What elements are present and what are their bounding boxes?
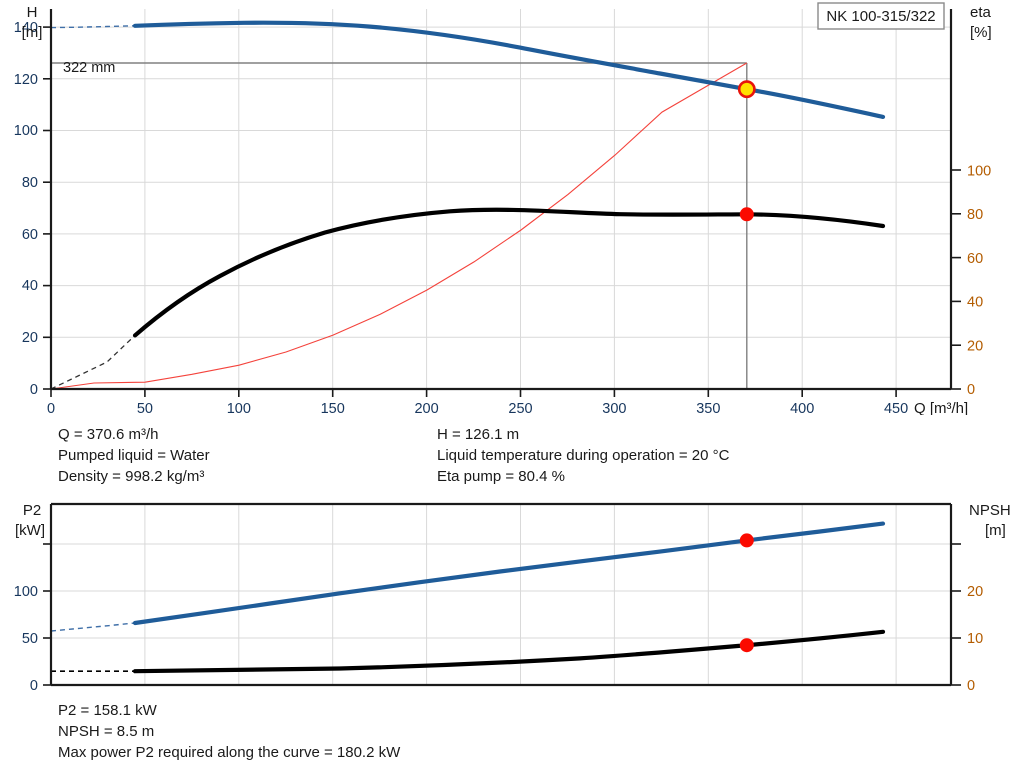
h-tick-140: 140 (14, 20, 38, 36)
eta-tick-60: 60 (967, 251, 983, 267)
head-efficiency-svg: 0 20 40 60 80 100 120 140 0 20 40 60 80 … (14, 2, 992, 415)
h-tick-20: 20 (22, 330, 38, 346)
system-curve (50, 62, 748, 390)
q-axis-title: Q [m³/h] (914, 400, 968, 415)
eta-axis-title: eta (970, 4, 992, 21)
npsh-tick-10: 10 (967, 631, 983, 647)
eta-tick-100: 100 (967, 163, 991, 179)
p2-axis-title: P2 (23, 502, 41, 519)
eta-tick-80: 80 (967, 207, 983, 223)
h-tick-100: 100 (14, 123, 38, 139)
left-axis-ticks (43, 26, 51, 390)
info-npsh: NPSH = 8.5 m (58, 723, 155, 740)
q-tick-200: 200 (414, 401, 438, 415)
efficiency-curve-dashed (50, 334, 136, 390)
h-axis-unit: [m] (22, 24, 43, 41)
duty-info-bottom: P2 = 158.1 kW NPSH = 8.5 m Max power P2 … (58, 700, 400, 763)
eta-tick-0: 0 (967, 382, 975, 398)
eta-axis-unit: [%] (970, 24, 992, 41)
duty-point-efficiency-marker[interactable] (739, 207, 754, 222)
h-tick-0: 0 (30, 382, 38, 398)
info-density: Density = 998.2 kg/m³ (58, 468, 205, 485)
axis-frame (49, 9, 953, 391)
h-axis-title: H (27, 4, 38, 21)
head-efficiency-chart: 0 20 40 60 80 100 120 140 0 20 40 60 80 … (14, 2, 992, 415)
duty-info-right: H = 126.1 m Liquid temperature during op… (437, 424, 729, 487)
power-npsh-svg: 0 50 100 0 10 20 P2 [kW] NPSH [m] (14, 502, 1011, 694)
q-tick-250: 250 (508, 401, 532, 415)
q-tick-400: 400 (790, 401, 814, 415)
model-label: NK 100-315/322 (826, 8, 935, 25)
info-temp: Liquid temperature during operation = 20… (437, 447, 730, 464)
power-curve-dashed (50, 622, 136, 632)
npsh-tick-20: 20 (967, 584, 983, 600)
info-max-power: Max power P2 required along the curve = … (58, 744, 401, 761)
q-tick-0: 0 (47, 401, 55, 415)
p2-tick-100: 100 (14, 584, 38, 600)
info-q: Q = 370.6 m³/h (58, 426, 159, 443)
q-tick-150: 150 (321, 401, 345, 415)
p2-tick-50: 50 (22, 631, 38, 647)
duty-info-left: Q = 370.6 m³/h Pumped liquid = Water Den… (58, 424, 210, 487)
h-tick-40: 40 (22, 278, 38, 294)
eta-tick-40: 40 (967, 295, 983, 311)
duty-point-head-marker[interactable] (737, 80, 756, 99)
model-label-box (817, 2, 945, 30)
h-tick-80: 80 (22, 175, 38, 191)
impeller-size-label: 322 mm (63, 60, 115, 76)
duty-point-npsh-marker[interactable] (739, 638, 754, 653)
npsh-tick-0: 0 (967, 678, 975, 694)
npsh-curve (132, 629, 886, 674)
info-p2: P2 = 158.1 kW (58, 702, 157, 719)
q-tick-50: 50 (137, 401, 153, 415)
right-axis-ticks-bottom (951, 543, 961, 686)
info-liquid: Pumped liquid = Water (58, 447, 210, 464)
x-axis-ticks (50, 389, 897, 397)
right-axis-ticks (951, 169, 961, 390)
eta-tick-20: 20 (967, 339, 983, 355)
left-axis-ticks-bottom (43, 543, 51, 686)
efficiency-curve (132, 207, 886, 338)
npsh-axis-unit: [m] (985, 522, 1006, 539)
q-tick-450: 450 (884, 401, 908, 415)
h-tick-60: 60 (22, 227, 38, 243)
grid-lines (51, 9, 952, 390)
duty-point-power-marker[interactable] (739, 533, 754, 548)
head-curve (132, 20, 886, 119)
q-tick-300: 300 (602, 401, 626, 415)
p2-tick-0: 0 (30, 678, 38, 694)
q-tick-350: 350 (696, 401, 720, 415)
power-npsh-chart: 0 50 100 0 10 20 P2 [kW] NPSH [m] (0, 495, 1024, 695)
info-h: H = 126.1 m (437, 426, 520, 443)
h-tick-120: 120 (14, 72, 38, 88)
axis-frame-bottom (49, 502, 953, 687)
power-curve (132, 521, 886, 626)
q-tick-100: 100 (227, 401, 251, 415)
npsh-axis-title: NPSH (969, 502, 1011, 519)
p2-axis-unit: [kW] (15, 522, 45, 539)
info-eta-pump: Eta pump = 80.4 % (437, 468, 565, 485)
